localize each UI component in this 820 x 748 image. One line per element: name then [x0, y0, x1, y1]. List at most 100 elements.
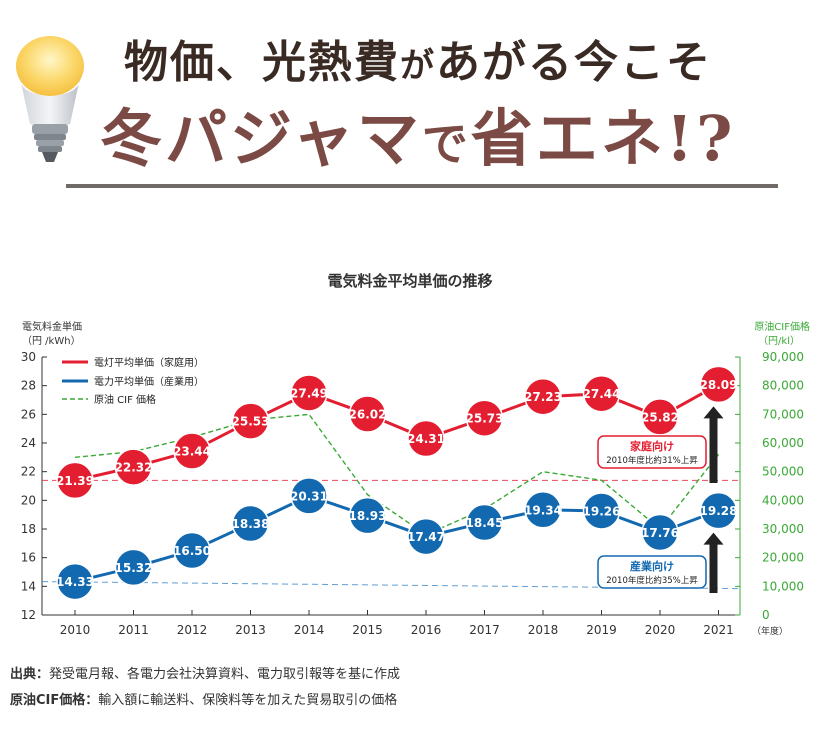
- data-label-industrial: 16.50: [173, 544, 211, 558]
- data-label-household: 22.32: [115, 461, 153, 475]
- y-tick-label-left: 12: [21, 608, 36, 622]
- data-point-industrial: [231, 504, 270, 543]
- data-point-industrial: [114, 548, 153, 587]
- callout-industrial-box: [597, 555, 707, 589]
- chart: 12 14 16 18 20 22 24 26 28 30 0 10,000 20,000 30,000 4…: [21, 320, 810, 637]
- data-point-household: [56, 461, 94, 500]
- data-label-household: 25.82: [641, 410, 679, 424]
- data-label-household: 25.53: [232, 415, 270, 429]
- note-cif: 原油CIF価格：輸入額に輸送料、保険料等を加えた貿易取引の価格: [10, 693, 398, 708]
- headline-line2: 冬パジャマで省エネ!?: [100, 102, 736, 175]
- y-tick-label-left: 16: [21, 551, 36, 565]
- legend-label-crude-oil: 原油 CIF 価格: [94, 393, 156, 406]
- headline-line1: 物価、光熱費があがる今こそ: [124, 37, 712, 88]
- header: 物価、光熱費があがる今こそ 冬パジャマで省エネ!?: [0, 0, 820, 200]
- y-tick-label-right: 50,000: [762, 465, 804, 479]
- data-label-household: 28.09: [700, 378, 738, 392]
- callout-industrial-title: 産業向け: [630, 559, 674, 573]
- x-tick-label: 2012: [177, 623, 208, 637]
- y-tick-label-right: 0: [762, 608, 770, 622]
- x-tick-label: 2021: [703, 623, 734, 637]
- y-tick-label-left: 28: [21, 379, 36, 393]
- light-bulb-icon: [16, 36, 84, 162]
- data-point-household: [641, 398, 679, 436]
- y-tick-label-left: 26: [21, 407, 36, 421]
- y-axis-right-title: 原油CIF価格: [754, 320, 810, 333]
- data-label-industrial: 17.76: [641, 526, 679, 540]
- data-point-industrial: [699, 491, 738, 530]
- y-tick-label-left: 24: [21, 436, 36, 450]
- data-point-household: [231, 402, 270, 440]
- data-label-industrial: 19.34: [524, 503, 562, 517]
- notes: 出典：発受電月報、各電力会社決算資料、電力取引報等を基に作成 原油CIF価格：輸…: [10, 662, 400, 714]
- legend-label-household: 電灯平均単価（家庭用）: [94, 356, 204, 369]
- callout-household-box: [597, 435, 707, 469]
- y-tick-label-right: 80,000: [762, 379, 804, 393]
- data-point-household: [290, 374, 328, 412]
- data-point-household: [173, 432, 211, 470]
- data-label-household: 26.02: [349, 408, 387, 422]
- y-axis-left-unit: （円 /kWh）: [22, 335, 81, 347]
- data-point-household: [699, 365, 738, 404]
- data-label-industrial: 19.28: [700, 504, 738, 518]
- data-label-industrial: 18.93: [349, 509, 387, 523]
- y-tick-label-right: 20,000: [762, 551, 804, 565]
- data-point-household: [524, 377, 562, 416]
- note-source: 出典：発受電月報、各電力会社決算資料、電力取引報等を基に作成: [10, 667, 401, 682]
- data-point-industrial: [348, 496, 387, 535]
- x-tick-label: 2015: [352, 623, 383, 637]
- x-tick-label: 2019: [586, 623, 617, 637]
- callout-industrial-sub: 2010年度比約35%上昇: [606, 575, 698, 586]
- y-tick-label-right: 10,000: [762, 579, 804, 593]
- data-point-household: [582, 374, 621, 413]
- data-label-industrial: 17.47: [407, 530, 445, 544]
- y-tick-label-left: 22: [21, 465, 36, 479]
- data-label-household: 24.31: [407, 432, 445, 446]
- data-point-industrial: [173, 531, 211, 570]
- arrow-household-head: [703, 406, 724, 419]
- y-tick-label-right: 40,000: [762, 493, 804, 507]
- data-point-industrial: [407, 517, 445, 556]
- data-label-industrial: 14.33: [56, 575, 94, 589]
- y-tick-label-left: 14: [21, 579, 36, 593]
- data-point-household: [348, 395, 387, 433]
- x-tick-label: 2014: [294, 623, 325, 637]
- data-label-household: 27.23: [524, 390, 562, 404]
- callout-household-title: 家庭向け: [630, 439, 674, 453]
- y-tick-label-right: 30,000: [762, 522, 804, 536]
- arrow-industrial-head: [703, 532, 724, 545]
- y-tick-label-right: 90,000: [762, 350, 804, 364]
- x-tick-label: 2020: [645, 623, 676, 637]
- y-tick-label-right: 60,000: [762, 436, 804, 450]
- data-point-industrial: [582, 492, 621, 530]
- x-tick-label: 2017: [469, 623, 500, 637]
- data-label-industrial: 15.32: [115, 561, 153, 575]
- data-point-household: [465, 399, 504, 437]
- data-point-industrial: [524, 491, 562, 529]
- data-label-industrial: 18.45: [466, 516, 504, 530]
- data-point-industrial: [641, 513, 679, 552]
- y-tick-label-left: 30: [21, 350, 36, 364]
- data-label-industrial: 20.31: [290, 489, 328, 503]
- data-label-household: 27.49: [290, 386, 328, 400]
- arrow-household-shaft: [709, 416, 718, 483]
- data-label-household: 21.39: [56, 474, 94, 488]
- x-tick-label: 2018: [528, 623, 559, 637]
- y-axis-left-title: 電気料金単価: [22, 320, 82, 333]
- x-tick-label: 2010: [60, 623, 91, 637]
- arrow-industrial-shaft: [709, 542, 718, 593]
- callout-household-sub: 2010年度比約31%上昇: [606, 455, 698, 466]
- data-point-household: [407, 419, 445, 458]
- x-tick-label: 2016: [411, 623, 442, 637]
- x-tick-label: 2013: [235, 623, 266, 637]
- data-point-industrial: [290, 477, 328, 515]
- data-label-industrial: 18.38: [232, 517, 270, 531]
- y-tick-label-right: 70,000: [762, 407, 804, 421]
- y-tick-label-left: 20: [21, 493, 36, 507]
- data-point-household: [114, 448, 153, 486]
- x-tick-label: 2011: [118, 623, 149, 637]
- data-label-industrial: 19.26: [583, 504, 621, 518]
- data-label-household: 25.73: [466, 412, 504, 426]
- x-unit-label: （年度）: [752, 625, 788, 637]
- y-axis-right-unit: （円/kl）: [758, 335, 800, 347]
